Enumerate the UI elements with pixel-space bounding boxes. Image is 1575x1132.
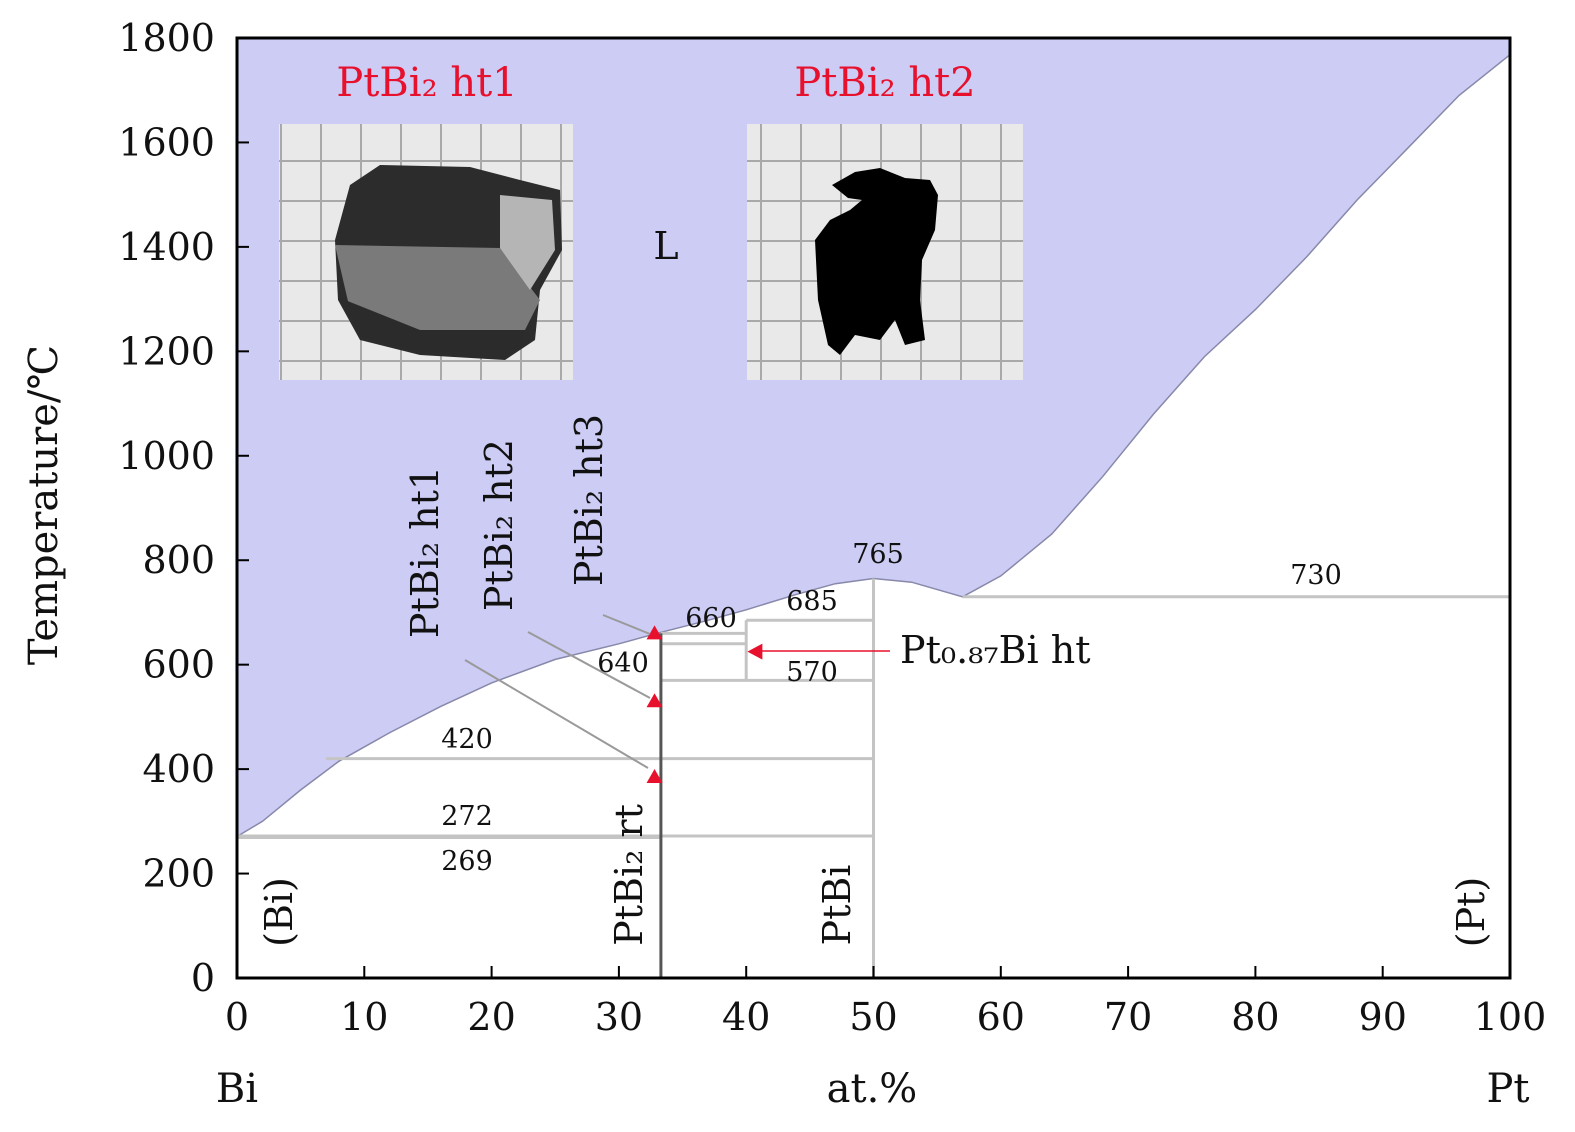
temp-label-272: 272 [441,801,493,832]
x-left-element-label: Bi [216,1066,258,1112]
ht2-leader-line [527,631,651,699]
x-tick-label-40: 40 [722,995,770,1039]
x-axis-title: at.% [827,1066,918,1112]
pt087bi-ht-label: Pt₀.₈₇Bi ht [900,628,1091,672]
temp-label-765: 765 [852,539,904,570]
liquidus-line [237,54,1510,838]
temp-label-730: 730 [1290,560,1342,591]
inset-photo-ptbi2-ht1: PtBi₂ ht1 [279,60,573,380]
x-tick-label-0: 0 [225,995,249,1039]
y-tick-label-1400: 1400 [118,225,215,269]
y-tick-label-1200: 1200 [118,329,215,373]
y-tick-label-0: 0 [191,956,215,1000]
inset-ptbi2-ht1-title: PtBi₂ ht1 [336,60,517,106]
y-axis-title: Temperature/℃ [21,345,67,665]
temp-label-660: 660 [685,603,737,634]
x-tick-label-30: 30 [595,995,643,1039]
temp-label-570: 570 [786,657,838,688]
temp-label-685: 685 [786,586,838,617]
x-tick-label-100: 100 [1474,995,1547,1039]
ptbi2-ht1-label: PtBi₂ ht1 [403,466,447,638]
marker-3 [747,643,763,660]
inset-photo-ptbi2-ht2: PtBi₂ ht2 [747,60,1023,380]
ht3-leader-line [602,614,651,635]
y-tick-label-1000: 1000 [118,434,215,478]
bi-solid-solution-label: (Bi) [257,877,301,947]
y-tick-label-1600: 1600 [118,120,215,164]
y-tick-label-600: 600 [142,643,215,687]
crystal-ht2 [815,168,938,355]
x-tick-label-60: 60 [977,995,1025,1039]
marker-1 [646,693,663,708]
x-tick-label-10: 10 [340,995,388,1039]
ptbi2-rt-label: PtBi₂ rt [607,804,651,946]
y-tick-label-400: 400 [142,747,215,791]
x-tick-label-50: 50 [849,995,897,1039]
temp-label-269: 269 [441,846,493,877]
x-tick-label-80: 80 [1231,995,1279,1039]
pt-solid-solution-label: (Pt) [1449,877,1493,948]
ptbi2-ht3-label: PtBi₂ ht3 [567,414,611,586]
marker-0 [646,625,663,640]
y-tick-label-800: 800 [142,538,215,582]
ht1-leader-line [464,659,649,769]
ptbi-label: PtBi [815,865,859,946]
x-tick-label-20: 20 [467,995,515,1039]
x-tick-label-90: 90 [1359,995,1407,1039]
inset-ptbi2-ht2-title: PtBi₂ ht2 [794,60,975,106]
x-right-element-label: Pt [1487,1066,1530,1112]
x-tick-label-70: 70 [1104,995,1152,1039]
temp-label-420: 420 [441,724,493,755]
marker-2 [646,768,663,783]
y-tick-label-200: 200 [142,852,215,896]
ptbi2-ht2-label: PtBi₂ ht2 [477,439,521,611]
liquid-region-label: L [653,224,678,268]
y-tick-label-1800: 1800 [118,16,215,60]
